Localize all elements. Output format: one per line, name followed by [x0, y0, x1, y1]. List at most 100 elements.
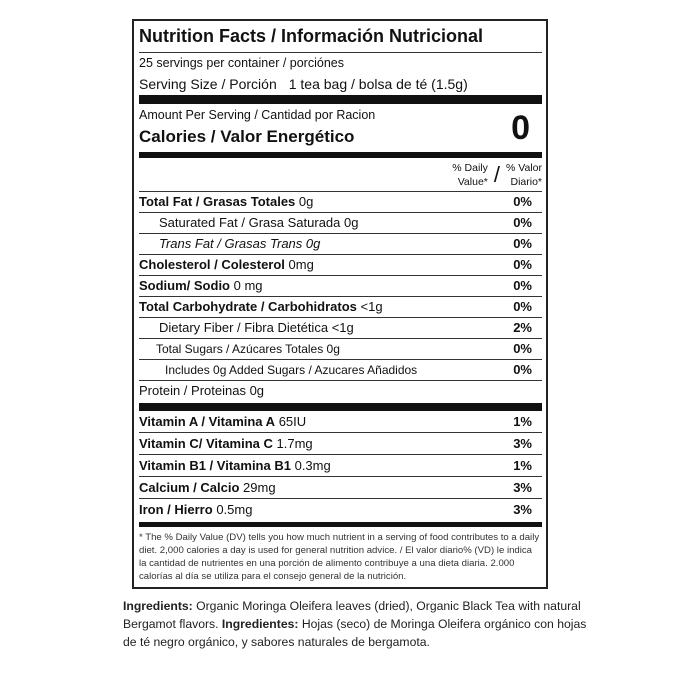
- nutrient-label: Cholesterol / Colesterol: [139, 257, 285, 272]
- nutrient-label: Saturated Fat / Grasa Saturada: [159, 215, 341, 230]
- nutrient-label: Sodium/ Sodio: [139, 278, 230, 293]
- nutrient-name: Saturated Fat / Grasa Saturada 0g: [139, 213, 358, 233]
- divider-thick: [139, 522, 542, 527]
- vitamin-daily-value: 1%: [513, 414, 532, 429]
- vitamin-daily-value: 1%: [513, 458, 532, 473]
- vitamin-list: Vitamin A / Vitamina A 65IU 1% Vitamin C/ …: [139, 411, 542, 520]
- vitamin-row: Vitamin A / Vitamina A 65IU 1%: [139, 411, 542, 433]
- vitamin-name: Vitamin B1 / Vitamina B1 0.3mg: [139, 455, 331, 476]
- nutrient-row: Sodium/ Sodio 0 mg 0%: [139, 276, 542, 297]
- nutrient-daily-value: 0%: [513, 278, 532, 293]
- calories-value: 0: [511, 109, 530, 147]
- nutrient-daily-value: 0%: [513, 236, 532, 251]
- divider-thick: [139, 152, 542, 158]
- nutrient-name: Sodium/ Sodio 0 mg: [139, 276, 263, 296]
- nutrient-row: Dietary Fiber / Fibra Dietética <1g 2%: [139, 318, 542, 339]
- nutrient-name: Dietary Fiber / Fibra Dietética <1g: [139, 318, 354, 338]
- nutrient-amount: 0g: [326, 342, 340, 356]
- nutrient-label: Total Fat / Grasas Totales: [139, 194, 296, 209]
- nutrition-facts-label: Nutrition Facts / Información Nutriciona…: [132, 19, 548, 589]
- vitamin-row: Iron / Hierro 0.5mg 3%: [139, 499, 542, 520]
- nutrient-name: Total Carbohydrate / Carbohidratos <1g: [139, 297, 383, 317]
- vitamin-name: Calcium / Calcio 29mg: [139, 477, 276, 498]
- nutrient-list: Total Fat / Grasas Totales 0g 0% Saturated…: [139, 192, 542, 401]
- vitamin-label: Calcium / Calcio: [139, 480, 240, 495]
- nutrient-label: Protein / Proteinas: [139, 383, 246, 398]
- nutrient-daily-value: 2%: [513, 320, 532, 335]
- ingredients-label-es: Ingredientes:: [221, 617, 299, 631]
- nutrient-name: Total Fat / Grasas Totales 0g: [139, 192, 313, 212]
- nutrient-name: Includes 0g Added Sugars / Azucares Añad…: [139, 360, 417, 380]
- nutrient-label: Dietary Fiber / Fibra Dietética: [159, 320, 329, 335]
- nutrient-row: Includes 0g Added Sugars / Azucares Añad…: [139, 360, 542, 381]
- dv-header-slash: /: [493, 162, 500, 187]
- nutrient-row: Trans Fat / Grasas Trans 0g 0%: [139, 234, 542, 255]
- nutrient-daily-value: 0%: [513, 299, 532, 314]
- nutrient-name: Total Sugars / Azúcares Totales 0g: [139, 339, 340, 359]
- nutrient-row: Cholesterol / Colesterol 0mg 0%: [139, 255, 542, 276]
- dv-header-en: Value*: [457, 176, 488, 188]
- nutrient-label: Total Carbohydrate / Carbohidratos: [139, 299, 357, 314]
- daily-value-header: % Daily Value* / % Valor Diario*: [139, 158, 542, 192]
- vitamin-daily-value: 3%: [513, 436, 532, 451]
- vitamin-label: Iron / Hierro: [139, 502, 213, 517]
- vitamin-row: Calcium / Calcio 29mg 3%: [139, 477, 542, 499]
- ingredients-text-en: Organic Moringa Oleifera leaves (dried),…: [123, 599, 581, 631]
- calories-block: Amount Per Serving / Cantidad por Racion…: [139, 104, 542, 152]
- vitamin-name: Vitamin A / Vitamina A 65IU: [139, 411, 306, 432]
- ingredients-label-en: Ingredients:: [123, 599, 193, 613]
- dv-header-es: % Valor: [506, 162, 542, 174]
- nutrient-amount: 0 mg: [233, 278, 263, 293]
- nutrient-row: Protein / Proteinas 0g: [139, 381, 542, 401]
- calories-text: Amount Per Serving / Cantidad por Racion…: [139, 106, 375, 150]
- vitamin-amount: 0.5mg: [216, 502, 253, 517]
- amount-per-serving: Amount Per Serving / Cantidad por Racion: [139, 108, 376, 122]
- page-wrapper: Nutrition Facts / Información Nutriciona…: [123, 19, 586, 651]
- serving-size-label: Serving Size / Porción: [139, 76, 277, 92]
- nutrient-daily-value: 0%: [513, 194, 532, 209]
- vitamin-row: Vitamin C/ Vitamina C 1.7mg 3%: [139, 433, 542, 455]
- nutrient-row: Total Fat / Grasas Totales 0g 0%: [139, 192, 542, 213]
- nutrient-amount: 0g: [305, 236, 321, 251]
- vitamin-label: Vitamin B1 / Vitamina B1: [139, 458, 291, 473]
- vitamin-name: Vitamin C/ Vitamina C 1.7mg: [139, 433, 313, 454]
- nutrient-name: Trans Fat / Grasas Trans 0g: [139, 234, 320, 254]
- nutrient-amount: 0g: [344, 215, 359, 230]
- servings-per-container: 25 servings per container / porciónes: [139, 56, 344, 70]
- serving-size: Serving Size / Porción 1 tea bag / bolsa …: [139, 73, 542, 95]
- nutrient-daily-value: 0%: [513, 341, 532, 356]
- vitamin-amount: 65IU: [278, 414, 307, 429]
- nutrient-name: Cholesterol / Colesterol 0mg: [139, 255, 314, 275]
- calories-label: Calories / Valor Energético: [139, 127, 355, 146]
- nutrient-label: Trans Fat / Grasas Trans: [159, 236, 303, 251]
- footnote: * The % Daily Value (DV) tells you how m…: [139, 532, 540, 582]
- nutrient-amount: 0g: [249, 383, 265, 398]
- vitamin-label: Vitamin A / Vitamina A: [139, 414, 276, 429]
- nutrient-daily-value: 0%: [513, 362, 532, 377]
- nutrient-label: Includes 0g Added Sugars / Azucares Añad…: [165, 363, 418, 377]
- vitamin-label: Vitamin C/ Vitamina C: [139, 436, 273, 451]
- ingredients-text-es: Hojas (seco) de Moringa Oleifera orgánic…: [123, 617, 587, 649]
- serving-size-value: 1 tea bag / bolsa de té (1.5g): [288, 76, 468, 92]
- nutrient-label: Total Sugars / Azúcares Totales: [156, 342, 324, 356]
- dv-header-en: % Daily: [452, 162, 488, 174]
- vitamin-daily-value: 3%: [513, 480, 532, 495]
- nutrient-daily-value: 0%: [513, 257, 532, 272]
- vitamin-amount: 1.7mg: [276, 436, 313, 451]
- nutrient-daily-value: 0%: [513, 215, 532, 230]
- divider-thick: [139, 95, 542, 104]
- nutrient-amount: <1g: [331, 320, 354, 335]
- nutrient-amount: 0g: [298, 194, 314, 209]
- vitamin-amount: 29mg: [243, 480, 276, 495]
- nutrient-row: Total Carbohydrate / Carbohidratos <1g 0%: [139, 297, 542, 318]
- vitamin-amount: 0.3mg: [294, 458, 331, 473]
- nutrient-row: Saturated Fat / Grasa Saturada 0g 0%: [139, 213, 542, 234]
- vitamin-daily-value: 3%: [513, 502, 532, 517]
- dv-header-es: Diario*: [510, 176, 542, 188]
- vitamin-name: Iron / Hierro 0.5mg: [139, 499, 252, 520]
- divider-thick: [139, 403, 542, 411]
- nutrient-amount: <1g: [360, 299, 383, 314]
- ingredients: Ingredients: Organic Moringa Oleifera le…: [123, 597, 593, 651]
- nutrient-amount: 0mg: [288, 257, 314, 272]
- dv-header-en-block: % Daily Value*: [452, 161, 488, 189]
